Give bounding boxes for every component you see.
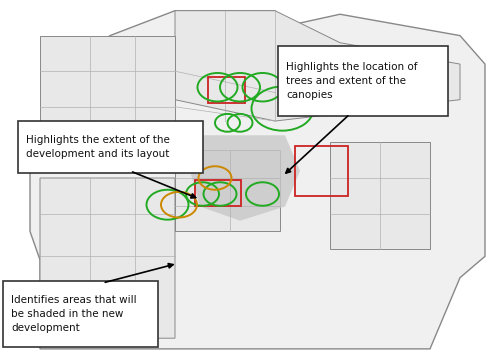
- FancyBboxPatch shape: [278, 46, 448, 116]
- Polygon shape: [40, 178, 175, 338]
- Bar: [208, 77, 245, 103]
- Text: Highlights the extent of the
development and its layout: Highlights the extent of the development…: [26, 135, 170, 159]
- Polygon shape: [30, 11, 485, 349]
- Bar: [295, 146, 348, 196]
- Bar: [195, 180, 241, 206]
- Polygon shape: [175, 150, 280, 231]
- FancyBboxPatch shape: [2, 281, 158, 347]
- Text: Identifies areas that will
be shaded in the new
development: Identifies areas that will be shaded in …: [11, 295, 136, 333]
- Polygon shape: [190, 135, 300, 221]
- Polygon shape: [40, 36, 175, 150]
- Polygon shape: [330, 142, 430, 249]
- FancyBboxPatch shape: [18, 121, 202, 173]
- Text: Highlights the location of
trees and extent of the
canopies: Highlights the location of trees and ext…: [286, 62, 418, 100]
- Polygon shape: [175, 11, 460, 121]
